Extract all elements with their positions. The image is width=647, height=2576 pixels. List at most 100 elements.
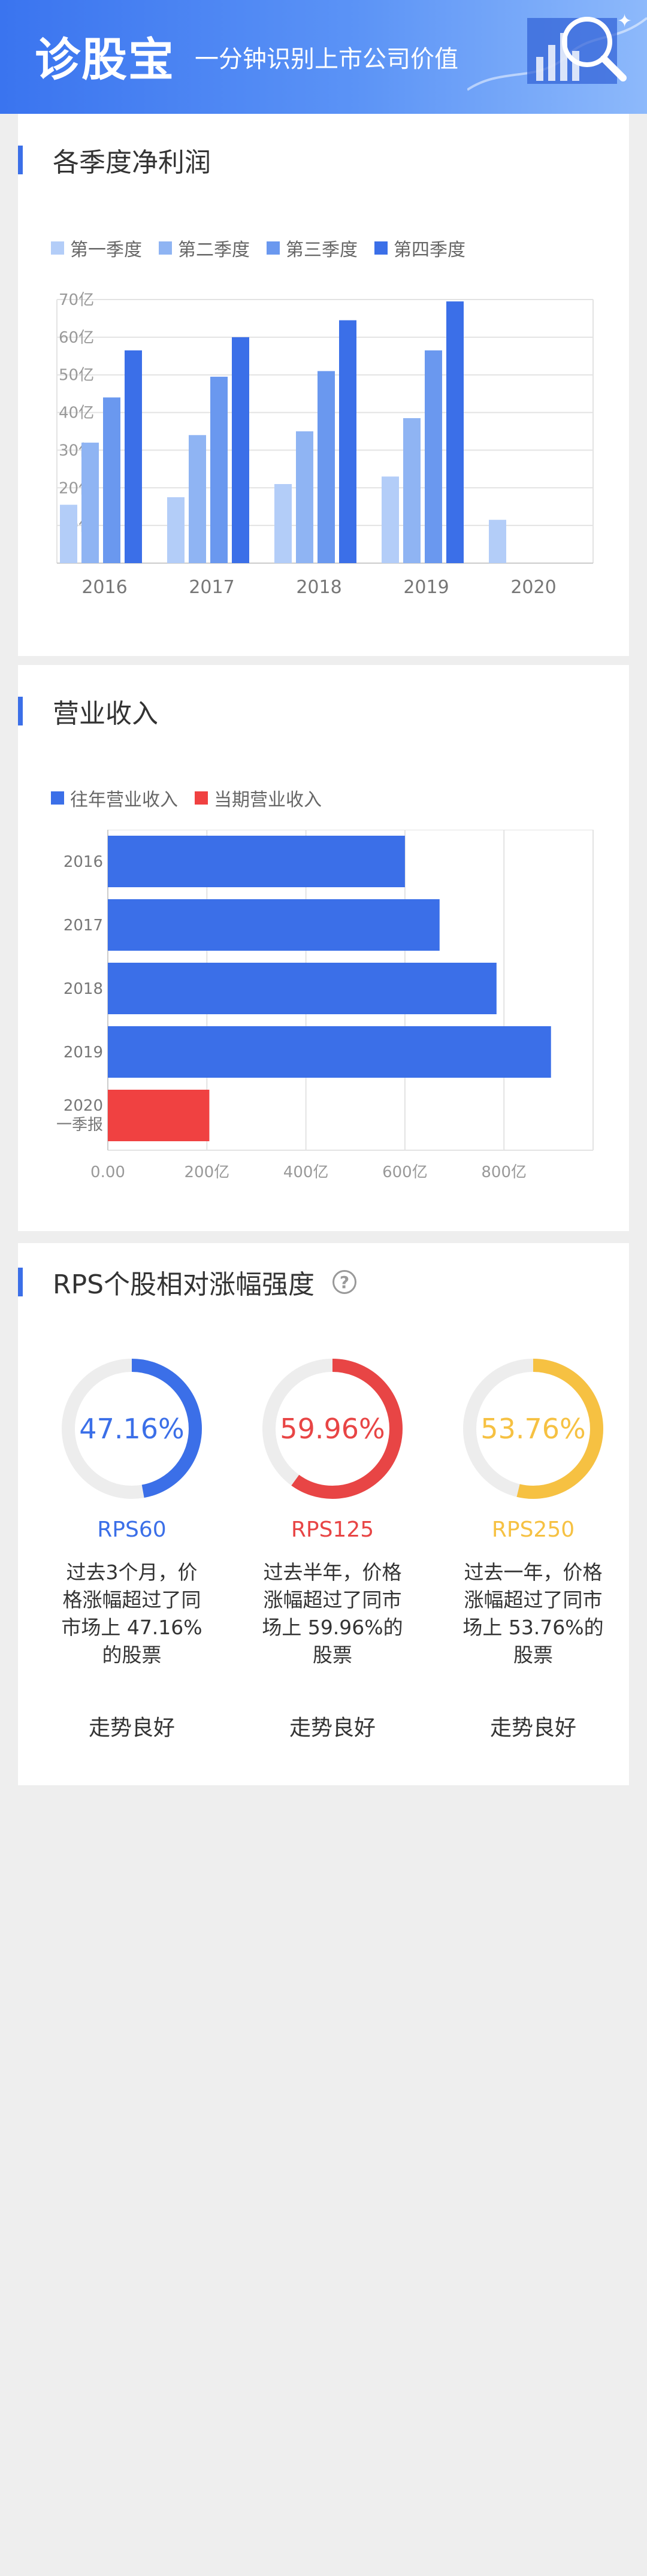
- revenue-section-title: 营业收入: [53, 699, 158, 729]
- y-tick-label: 一季报: [56, 1116, 103, 1134]
- profit-card: 各季度净利润 第一季度 第二季度 第三季度 第四季度 10亿20亿30亿40亿5…: [18, 114, 629, 656]
- rps-item-rps60: 47.16% RPS60 过去3个月，价格涨幅超过了同市场上 47.16% 的股票走…: [42, 1357, 222, 1764]
- rps-ring: 47.16%: [60, 1357, 204, 1501]
- rps-ring-progress: [62, 1359, 202, 1499]
- bar-2017-q2: [189, 435, 206, 563]
- title-accent-bar: [18, 697, 23, 725]
- bar-3: [108, 1026, 551, 1078]
- profit-section-header: 各季度净利润: [18, 145, 211, 178]
- bar-2016-q2: [81, 442, 99, 563]
- rps-section-header: RPS个股相对涨幅强度 ?: [18, 1267, 357, 1300]
- rps-item-rps250: 53.76% RPS250 过去一年，价格涨幅超过了同市场上 53.76%的股票走势…: [443, 1357, 623, 1764]
- bar-2017-q4: [232, 337, 249, 563]
- y-tick-label: 2019: [64, 1044, 103, 1062]
- question-circle-icon[interactable]: ?: [332, 1270, 357, 1294]
- profit-bar-chart[interactable]: 10亿20亿30亿40亿50亿60亿70亿2016201720182019202…: [18, 288, 629, 647]
- rps-label: RPS125: [291, 1517, 374, 1542]
- bar-2018-q1: [274, 484, 292, 563]
- bar-2016-q3: [103, 397, 120, 563]
- legend-label: 第四季度: [394, 240, 465, 261]
- x-tick-label: 2020: [510, 577, 556, 598]
- rps-trend: 走势良好: [289, 1716, 376, 1740]
- app-header: ✦ 诊股宝 一分钟识别上市公司价值: [0, 0, 647, 114]
- x-tick-label: 600亿: [382, 1163, 428, 1181]
- profit-legend[interactable]: 第一季度 第二季度 第三季度 第四季度: [51, 235, 482, 261]
- rps-percent: 59.96%: [280, 1413, 385, 1445]
- y-tick-label: 50亿: [59, 367, 94, 385]
- x-tick-label: 2019: [403, 577, 449, 598]
- x-tick-label: 800亿: [481, 1163, 527, 1181]
- legend-label: 往年营业收入: [70, 790, 178, 811]
- rps-description: 过去一年，价格涨幅超过了同市场上 53.76%的股票: [462, 1561, 604, 1667]
- bar-2020-q1: [489, 519, 506, 563]
- rps-percent: 53.76%: [480, 1413, 586, 1445]
- y-tick-label: 2017: [64, 917, 103, 935]
- legend-label: 第二季度: [178, 240, 250, 261]
- rps-description: 过去半年，价格涨幅超过了同市场上 59.96%的股票: [262, 1561, 403, 1667]
- rps-ring-progress: [463, 1359, 603, 1499]
- x-tick-label: 2018: [296, 577, 341, 598]
- legend-swatch: [195, 791, 208, 805]
- rps-ring: 53.76%: [461, 1357, 605, 1501]
- y-tick-label: 70亿: [59, 291, 94, 309]
- bar-4: [108, 1090, 210, 1141]
- bar-2019-q3: [425, 350, 442, 563]
- chart-search-icon: ✦: [467, 11, 647, 91]
- y-tick-label: 2020: [64, 1097, 103, 1115]
- bar-2017-q3: [210, 376, 228, 563]
- svg-text:✦: ✦: [617, 11, 632, 32]
- rps-ring-chart: [62, 1359, 202, 1499]
- rps-ring-chart: [463, 1359, 603, 1499]
- legend-item-past-revenue[interactable]: 往年营业收入: [51, 785, 178, 811]
- rps-trend: 走势良好: [88, 1716, 175, 1740]
- bar-2018-q3: [318, 371, 335, 563]
- rps-card: RPS个股相对涨幅强度 ? 47.16% RPS60 过去3个月，价格涨幅超过了同市…: [18, 1243, 629, 1785]
- y-tick-label: 2018: [64, 980, 103, 998]
- bar-2018-q4: [339, 320, 356, 563]
- legend-item-q1[interactable]: 第一季度: [51, 235, 142, 261]
- bar-2: [108, 963, 497, 1014]
- x-tick-label: 2017: [189, 577, 234, 598]
- legend-label: 第三季度: [286, 240, 358, 261]
- legend-label: 第一季度: [70, 240, 142, 261]
- legend-swatch: [51, 241, 64, 255]
- bar-2019-q2: [403, 418, 421, 563]
- legend-item-q4[interactable]: 第四季度: [374, 235, 465, 261]
- y-tick-label: 2016: [64, 853, 103, 871]
- rps-item-rps125: 59.96% RPS125 过去半年，价格涨幅超过了同市场上 59.96%的股票走势…: [243, 1357, 422, 1764]
- y-tick-label: 60亿: [59, 329, 94, 347]
- app-logo: 诊股宝: [35, 33, 175, 86]
- rps-label: RPS250: [491, 1517, 575, 1542]
- legend-swatch: [51, 791, 64, 805]
- rps-ring: 59.96%: [261, 1357, 404, 1501]
- revenue-section-header: 营业收入: [18, 696, 158, 729]
- rps-trend: 走势良好: [489, 1716, 576, 1740]
- bar-2019-q4: [446, 301, 464, 563]
- bar-2017-q1: [167, 497, 185, 563]
- revenue-card: 营业收入 往年营业收入 当期营业收入 0.00 200亿 400亿 600亿 800亿 2…: [18, 665, 629, 1231]
- rps-section-title: RPS个股相对涨幅强度: [53, 1269, 315, 1300]
- y-tick-label: 40亿: [59, 404, 94, 422]
- legend-swatch: [374, 241, 388, 255]
- rps-percent: 47.16%: [79, 1413, 185, 1445]
- legend-swatch: [267, 241, 280, 255]
- title-accent-bar: [18, 146, 23, 174]
- legend-swatch: [159, 241, 172, 255]
- legend-item-q2[interactable]: 第二季度: [159, 235, 250, 261]
- x-tick-label: 400亿: [283, 1163, 329, 1181]
- revenue-bar-chart[interactable]: 0.00 200亿 400亿 600亿 800亿 2016 2017 2018 2019 2020…: [18, 830, 629, 1225]
- bar-2018-q2: [296, 431, 313, 563]
- title-accent-bar: [18, 1268, 23, 1296]
- profit-section-title: 各季度净利润: [53, 147, 211, 178]
- x-tick-label: 200亿: [184, 1163, 229, 1181]
- revenue-legend[interactable]: 往年营业收入 当期营业收入: [51, 785, 338, 811]
- rps-description: 过去3个月，价格涨幅超过了同市场上 47.16% 的股票: [61, 1561, 202, 1667]
- x-tick-label: 2016: [81, 577, 127, 598]
- bar-1: [108, 899, 440, 951]
- legend-item-q3[interactable]: 第三季度: [267, 235, 358, 261]
- bar-2016-q4: [125, 350, 142, 563]
- bar-0: [108, 836, 405, 887]
- bar-2019-q1: [382, 476, 399, 563]
- bar-2016-q1: [60, 504, 77, 563]
- legend-item-current-revenue[interactable]: 当期营业收入: [195, 785, 322, 811]
